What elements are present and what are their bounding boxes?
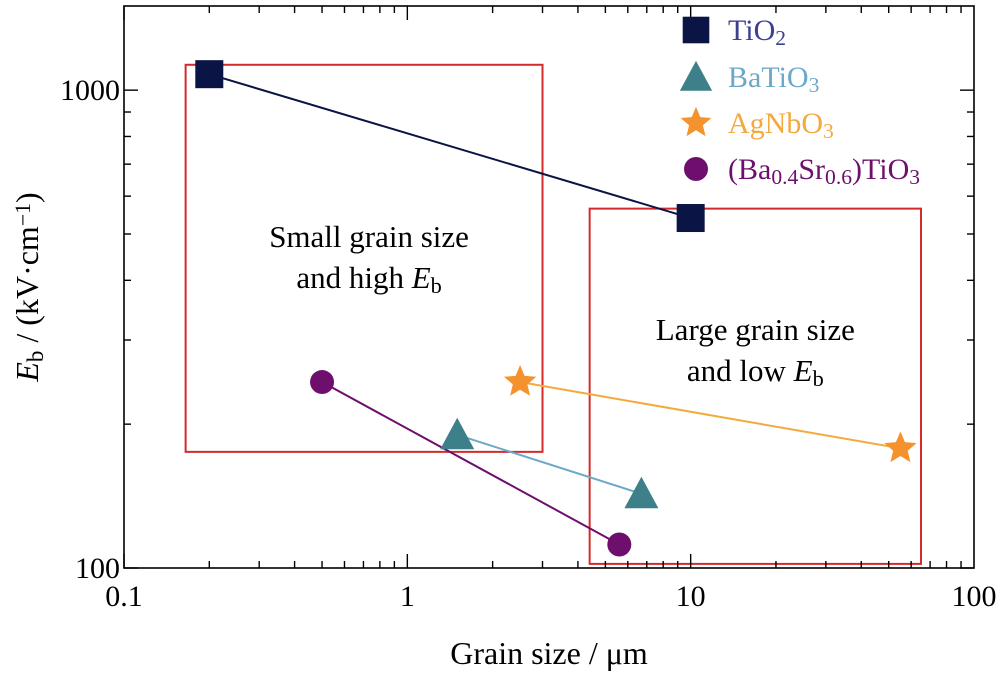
region-boxes <box>184 63 922 565</box>
marker-circle <box>684 157 708 181</box>
series-markers <box>195 60 917 557</box>
marker-star <box>884 431 917 463</box>
series-line <box>321 381 620 546</box>
plot-frame <box>123 5 975 569</box>
x-tick-label: 100 <box>952 580 997 613</box>
y-tick-label: 100 <box>75 552 120 585</box>
x-tick-label: 0.1 <box>105 580 143 613</box>
region-box <box>588 207 922 565</box>
legend: TiO2 BaTiO3 AgNbO3 (Ba0.4Sr0.6)TiO3 <box>679 14 920 189</box>
marker-triangle <box>679 60 713 91</box>
y-axis-title: Eb / (kV·cm−1) <box>9 192 48 382</box>
marker-circle <box>310 370 335 395</box>
tick-labels: 0.1 1 10 100 100 1000 <box>60 74 997 613</box>
region-labels: Small grain size and high Eb Large grain s… <box>269 219 855 391</box>
marker-circle <box>607 532 632 557</box>
region-label-line: and low Eb <box>687 353 824 391</box>
y-tick-label: 1000 <box>60 74 120 107</box>
x-tick-label: 1 <box>400 580 415 613</box>
marker-star <box>680 106 712 137</box>
legend-label: BaTiO3 <box>728 61 819 97</box>
legend-label: TiO2 <box>728 14 786 50</box>
series-line <box>456 433 642 495</box>
marker-square <box>682 16 710 44</box>
region-label-line: and high Eb <box>296 260 441 298</box>
marker-square <box>676 204 705 233</box>
marker-triangle <box>624 476 659 509</box>
region-box <box>184 63 544 453</box>
marker-triangle <box>440 417 475 450</box>
region-label-line: Large grain size <box>656 312 855 347</box>
legend-label: (Ba0.4Sr0.6)TiO3 <box>728 153 920 189</box>
series-lines <box>209 73 901 546</box>
x-tick-label: 10 <box>676 580 706 613</box>
legend-label: AgNbO3 <box>728 107 834 143</box>
series-line <box>209 73 691 219</box>
axis-ticks <box>123 6 974 569</box>
marker-square <box>195 60 224 89</box>
series-line <box>519 381 901 450</box>
x-axis-title: Grain size / μm <box>450 635 648 671</box>
marker-star <box>503 365 537 396</box>
region-label-line: Small grain size <box>269 219 469 254</box>
